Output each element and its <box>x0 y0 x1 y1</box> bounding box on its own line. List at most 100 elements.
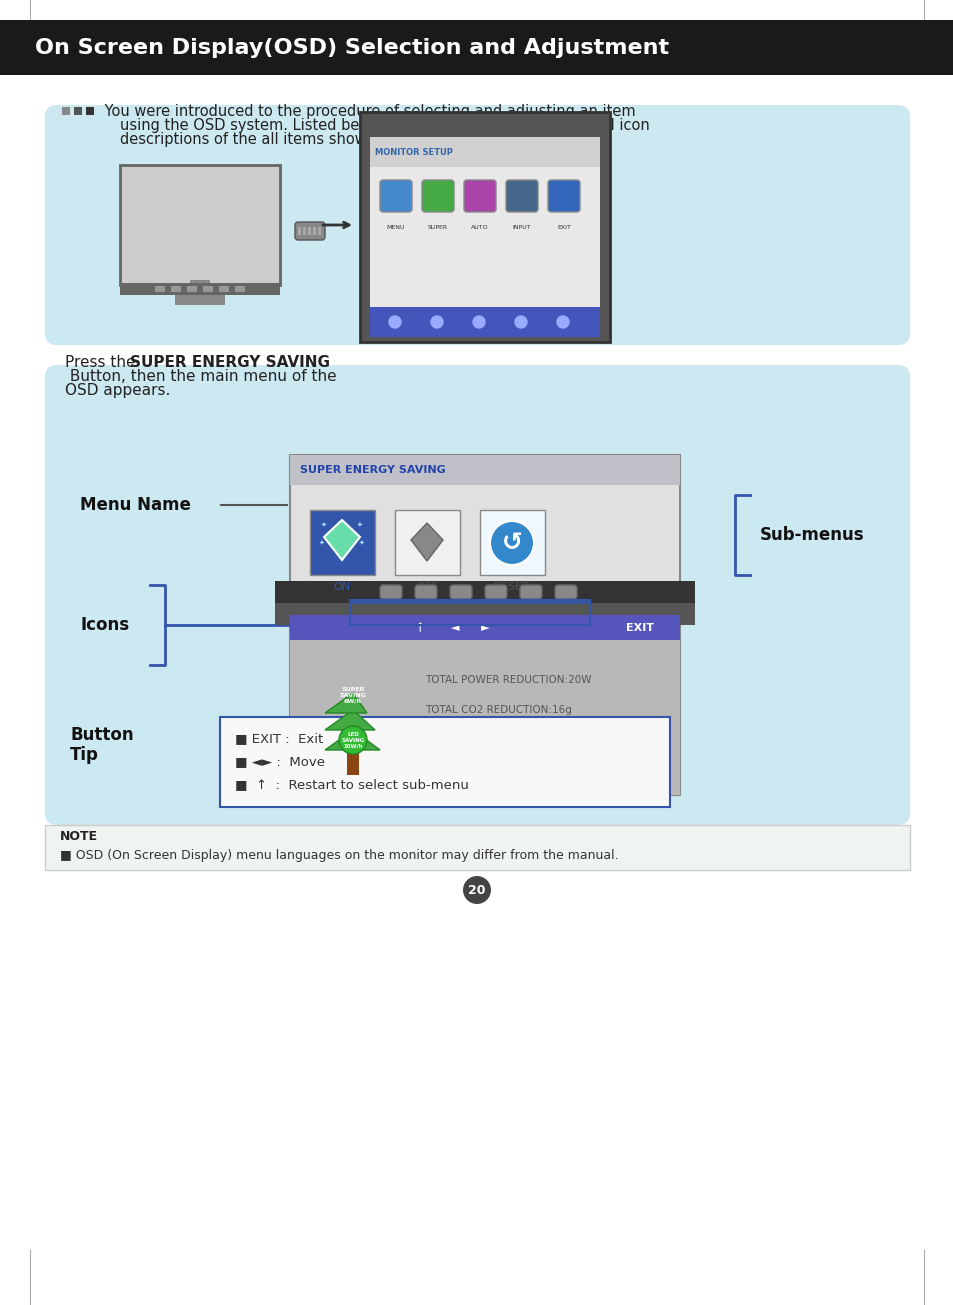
FancyBboxPatch shape <box>415 585 436 599</box>
Bar <box>62 107 70 115</box>
Text: Button
Tip: Button Tip <box>70 726 133 765</box>
Bar <box>370 137 599 167</box>
Text: ■: ■ <box>234 779 247 792</box>
FancyBboxPatch shape <box>379 585 401 599</box>
Polygon shape <box>325 729 379 750</box>
Bar <box>308 227 311 235</box>
FancyBboxPatch shape <box>294 222 325 240</box>
Bar <box>154 286 165 292</box>
Text: On Screen Display(OSD) Selection and Adjustment: On Screen Display(OSD) Selection and Adj… <box>35 38 668 57</box>
Bar <box>297 227 301 235</box>
Text: using the OSD system. Listed below are the icons, icon names, and icon: using the OSD system. Listed below are t… <box>120 117 649 133</box>
FancyBboxPatch shape <box>505 180 537 211</box>
Bar <box>120 164 280 284</box>
Bar <box>120 283 280 295</box>
Text: ■ ◄► :  Move: ■ ◄► : Move <box>234 756 325 769</box>
Bar <box>313 227 315 235</box>
Circle shape <box>462 876 491 904</box>
Text: SUPER ENERGY SAVING: SUPER ENERGY SAVING <box>299 465 445 475</box>
Text: ✦: ✦ <box>358 540 365 545</box>
Text: ►: ► <box>480 622 489 633</box>
Bar <box>359 112 609 342</box>
Text: Press the: Press the <box>65 355 140 371</box>
Circle shape <box>515 316 526 328</box>
Bar <box>395 510 459 576</box>
Bar <box>171 286 181 292</box>
Polygon shape <box>324 519 359 560</box>
Text: SUPER: SUPER <box>428 224 448 230</box>
Bar <box>0 1255 953 1305</box>
Text: EXIT: EXIT <box>625 622 654 633</box>
Bar <box>0 20 953 74</box>
Bar <box>74 107 82 115</box>
FancyBboxPatch shape <box>379 180 412 211</box>
Text: EXIT: EXIT <box>557 224 570 230</box>
Text: SUPER ENERGY SAVING: SUPER ENERGY SAVING <box>130 355 330 371</box>
Circle shape <box>557 316 568 328</box>
FancyBboxPatch shape <box>484 585 506 599</box>
Text: TOTAL POWER REDUCTION:20W: TOTAL POWER REDUCTION:20W <box>424 675 591 685</box>
Text: ■ EXIT :  Exit: ■ EXIT : Exit <box>234 732 323 745</box>
Text: NOTE: NOTE <box>60 830 98 843</box>
Bar <box>219 286 229 292</box>
Bar <box>290 615 679 639</box>
Text: ↑  :  Restart to select sub-menu: ↑ : Restart to select sub-menu <box>255 779 468 792</box>
FancyBboxPatch shape <box>45 104 909 345</box>
Bar <box>0 0 953 50</box>
Text: ON: ON <box>334 582 350 592</box>
Text: You were introduced to the procedure of selecting and adjusting an item: You were introduced to the procedure of … <box>100 103 635 119</box>
Text: MONITOR SETUP: MONITOR SETUP <box>375 147 453 157</box>
Text: ✦: ✦ <box>321 522 327 529</box>
Text: Icons: Icons <box>80 616 129 634</box>
Text: 20: 20 <box>468 883 485 897</box>
Bar <box>347 750 358 775</box>
FancyBboxPatch shape <box>555 585 577 599</box>
FancyBboxPatch shape <box>519 585 541 599</box>
Text: Sub-menus: Sub-menus <box>760 526 863 544</box>
Polygon shape <box>325 693 367 713</box>
Text: descriptions of the all items shown on the Menu.: descriptions of the all items shown on t… <box>120 132 476 146</box>
Circle shape <box>338 726 367 754</box>
Bar <box>290 455 679 795</box>
Bar <box>274 600 695 625</box>
Bar <box>370 307 599 337</box>
Circle shape <box>473 316 484 328</box>
Bar <box>317 227 320 235</box>
Bar <box>203 286 213 292</box>
Text: Button, then the main menu of the: Button, then the main menu of the <box>65 369 336 384</box>
Text: AUTO: AUTO <box>471 224 488 230</box>
FancyBboxPatch shape <box>450 585 472 599</box>
Text: ↺: ↺ <box>501 531 522 555</box>
Bar <box>45 825 909 870</box>
Bar <box>220 716 669 806</box>
FancyBboxPatch shape <box>45 365 909 825</box>
FancyBboxPatch shape <box>421 180 454 211</box>
Circle shape <box>389 316 400 328</box>
Bar <box>190 281 210 295</box>
Circle shape <box>431 316 442 328</box>
Text: ◄: ◄ <box>450 622 458 633</box>
Bar <box>350 602 589 603</box>
Bar <box>174 294 225 305</box>
Bar <box>290 455 679 485</box>
Bar <box>479 510 544 576</box>
Text: TOTAL CO2 REDUCTION:16g: TOTAL CO2 REDUCTION:16g <box>424 705 571 715</box>
Bar <box>86 107 94 115</box>
Bar <box>234 286 245 292</box>
Bar <box>350 600 589 625</box>
Text: ✦: ✦ <box>356 522 362 529</box>
Bar <box>274 581 695 603</box>
Bar <box>370 137 599 337</box>
Text: ✦: ✦ <box>318 540 325 545</box>
Bar <box>187 286 196 292</box>
Text: INPUT: INPUT <box>512 224 531 230</box>
Polygon shape <box>411 523 442 561</box>
Text: LED
SAVING
10W/h: LED SAVING 10W/h <box>341 732 364 748</box>
Text: RESET: RESET <box>494 582 529 592</box>
Text: ■ OSD (On Screen Display) menu languages on the monitor may differ from the manu: ■ OSD (On Screen Display) menu languages… <box>60 848 618 861</box>
Text: ↑: ↑ <box>415 621 425 634</box>
Text: Menu Name: Menu Name <box>80 496 191 514</box>
Text: SUPER
SAVING
6W/h: SUPER SAVING 6W/h <box>339 686 366 703</box>
Bar <box>290 639 679 795</box>
Polygon shape <box>325 710 375 729</box>
